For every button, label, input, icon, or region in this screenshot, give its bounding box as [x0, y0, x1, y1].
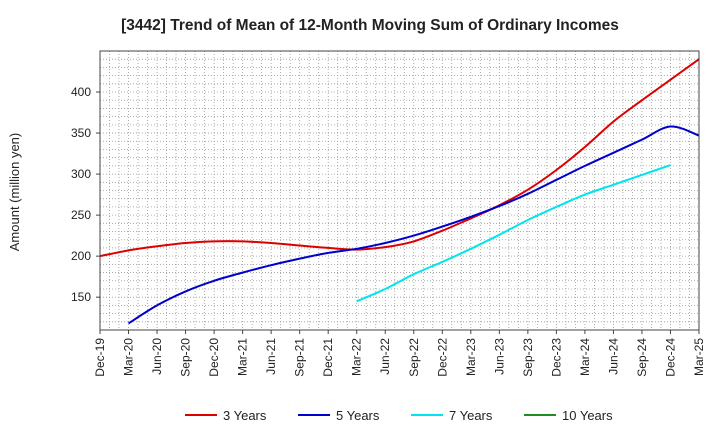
x-tick-labels: Dec-19 Mar-20 Jun-20 Sep-20 Dec-20 Mar-21 Jun-… [93, 330, 706, 377]
x-tick-label: Dec-21 [321, 338, 335, 377]
x-tick-label: Sep-22 [407, 338, 421, 377]
y-axis-label: Amount (million yen) [7, 133, 22, 252]
legend-label-10-years: 10 Years [562, 408, 613, 423]
x-tick-label: Dec-20 [207, 338, 221, 377]
x-tick-label: Mar-20 [122, 338, 136, 376]
x-tick-label: Jun-22 [378, 338, 392, 375]
x-tick-label: Mar-24 [578, 338, 592, 376]
y-tick-label: 300 [71, 167, 91, 181]
series-line-5-years [127, 125, 700, 325]
legend-label-7-years: 7 Years [449, 408, 493, 423]
x-tick-label: Jun-20 [150, 338, 164, 375]
x-tick-label: Sep-21 [293, 338, 307, 377]
x-tick-label: Dec-19 [93, 338, 107, 377]
series-line-3-years [99, 58, 700, 258]
x-tick-label: Sep-24 [635, 338, 649, 377]
y-tick-labels: 150 200 250 300 350 400 [71, 85, 100, 304]
x-tick-label: Sep-20 [179, 338, 193, 377]
x-tick-label: Mar-21 [236, 338, 250, 376]
x-tick-label: Mar-25 [692, 338, 706, 376]
legend-label-5-years: 5 Years [336, 408, 380, 423]
y-tick-label: 350 [71, 126, 91, 140]
x-tick-label: Sep-23 [521, 338, 535, 377]
legend: 3 Years 5 Years 7 Years 10 Years [185, 408, 613, 423]
y-tick-label: 200 [71, 249, 91, 263]
x-tick-label: Jun-21 [264, 338, 278, 375]
x-tick-label: Dec-23 [549, 338, 563, 377]
x-tick-label: Dec-22 [435, 338, 449, 377]
x-tick-label: Mar-22 [350, 338, 364, 376]
x-tick-label: Jun-24 [606, 338, 620, 375]
series-group [99, 58, 700, 325]
plot-frame [99, 50, 700, 331]
x-tick-label: Dec-24 [663, 338, 677, 377]
y-tick-label: 400 [71, 85, 91, 99]
y-tick-label: 250 [71, 208, 91, 222]
grid [100, 51, 699, 330]
series-line-7-years [356, 164, 671, 303]
chart-title: [3442] Trend of Mean of 12-Month Moving … [121, 17, 619, 34]
x-tick-label: Mar-23 [464, 338, 478, 376]
x-tick-label: Jun-23 [492, 338, 506, 375]
y-tick-label: 150 [71, 290, 91, 304]
legend-label-3-years: 3 Years [223, 408, 267, 423]
